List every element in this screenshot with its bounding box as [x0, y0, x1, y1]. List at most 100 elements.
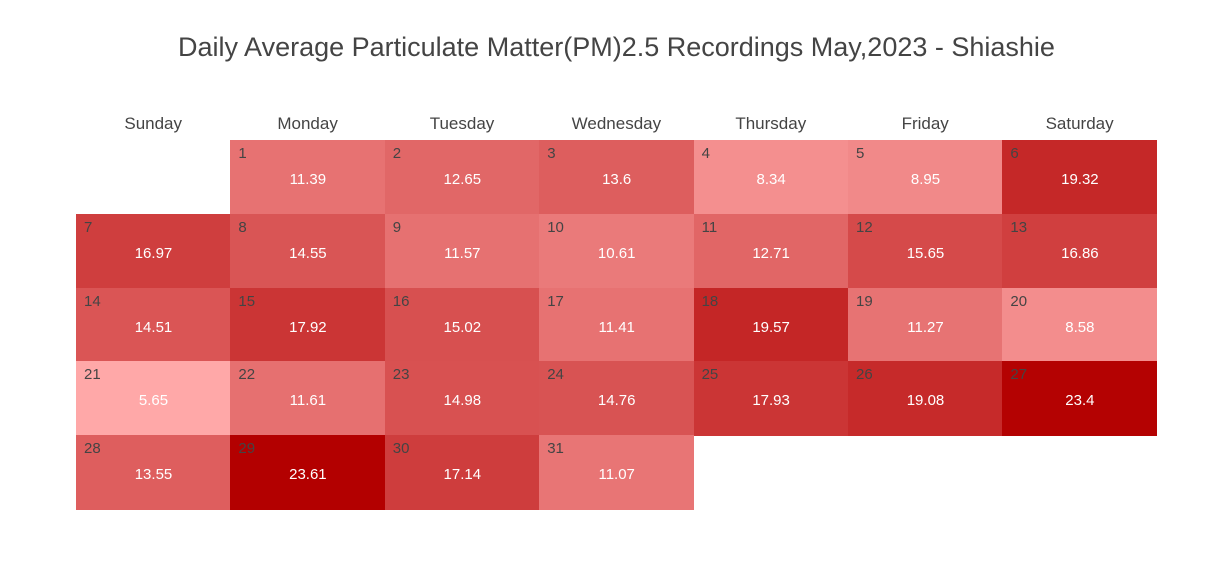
day-value-label: 19.08 [906, 392, 945, 410]
day-value-label: 11.61 [289, 392, 327, 410]
day-number: 30 [392, 440, 410, 458]
day-value-label: 17.14 [443, 466, 482, 484]
day-cell: 25 17.93 [693, 361, 849, 436]
day-number: 16 [392, 292, 410, 310]
day-number: 20 [1010, 292, 1028, 310]
day-value-label: 14.51 [134, 318, 173, 336]
day-number: 8 [238, 218, 247, 236]
weekday-label-friday: Friday [901, 114, 949, 133]
day-number: 9 [392, 218, 402, 236]
day-cell: 3 13.6 [539, 140, 695, 215]
day-value-label: 14.98 [443, 392, 482, 410]
day-value-label: 17.93 [752, 392, 790, 410]
day-cell: 9 11.57 [384, 213, 540, 289]
day-number: 10 [547, 218, 564, 236]
day-cell: 1 11.39 [230, 140, 386, 215]
day-cell: 21 5.65 [76, 361, 231, 436]
day-cell: 13 16.86 [1002, 213, 1158, 289]
day-number: 22 [238, 366, 256, 384]
day-value-label: 11.27 [907, 318, 944, 336]
day-cell: 4 8.34 [693, 140, 849, 215]
day-cell: 24 14.76 [539, 361, 695, 436]
day-number: 3 [547, 145, 556, 162]
day-cell: 29 23.61 [230, 435, 386, 510]
weekday-label-monday: Monday [277, 114, 338, 133]
day-cell: 11 12.71 [693, 213, 849, 289]
day-value-label: 12.71 [752, 244, 790, 262]
day-number: 6 [1010, 145, 1019, 162]
day-cell: 19 11.27 [848, 287, 1003, 362]
day-number: 2 [392, 145, 402, 162]
day-value-label: 23.61 [289, 466, 327, 484]
weekday-label-sunday: Sunday [124, 114, 183, 133]
day-number: 11 [701, 218, 718, 236]
day-number: 7 [84, 218, 93, 236]
day-cell: 2 12.65 [384, 140, 540, 215]
day-cell: 23 14.98 [384, 361, 540, 436]
day-number: 5 [856, 145, 865, 162]
day-value-label: 12.65 [443, 171, 482, 188]
day-value-label: 11.57 [444, 244, 481, 262]
day-cell: 31 11.07 [539, 435, 695, 510]
weekday-label-tuesday: Tuesday [429, 114, 495, 133]
day-number: 14 [84, 292, 101, 310]
day-cell: 7 16.97 [76, 213, 231, 289]
weekday-label-thursday: Thursday [735, 114, 807, 133]
day-value-label: 14.76 [597, 392, 636, 410]
chart-title: Daily Average Particulate Matter(PM)2.5 … [178, 32, 1055, 62]
day-number: 25 [701, 366, 719, 384]
day-value-label: 17.92 [289, 318, 327, 336]
day-value-label: 14.55 [289, 244, 327, 262]
day-number: 27 [1010, 366, 1028, 384]
day-cell: 17 11.41 [539, 287, 695, 362]
day-value-label: 8.58 [1065, 318, 1095, 336]
day-cell: 6 19.32 [1002, 140, 1158, 215]
day-value-label: 5.65 [138, 392, 169, 410]
day-value-label: 11.07 [598, 466, 635, 484]
day-cell: 22 11.61 [230, 361, 386, 436]
day-number: 18 [701, 292, 719, 310]
day-number: 15 [238, 292, 256, 310]
day-cell: 18 19.57 [693, 287, 849, 362]
day-cell: 30 17.14 [384, 435, 540, 510]
day-cell: 20 8.58 [1002, 287, 1158, 362]
day-number: 12 [856, 218, 873, 236]
day-number: 26 [856, 366, 873, 384]
day-value-label: 19.57 [752, 318, 790, 336]
day-number: 17 [547, 292, 564, 310]
day-value-label: 16.97 [134, 244, 173, 262]
day-number: 19 [856, 292, 873, 310]
day-number: 23 [392, 366, 410, 384]
day-cell: 14 14.51 [76, 287, 231, 362]
day-number: 1 [238, 145, 247, 162]
day-cell: 5 8.95 [848, 140, 1003, 215]
day-number: 31 [547, 440, 564, 458]
day-value-label: 16.86 [1061, 244, 1099, 262]
day-number: 13 [1010, 218, 1028, 236]
day-value-label: 10.61 [597, 244, 636, 262]
day-number: 28 [84, 440, 101, 458]
day-number: 4 [701, 145, 710, 162]
day-value-label: 13.55 [134, 466, 173, 484]
day-cell: 12 15.65 [848, 213, 1003, 289]
day-value-label: 13.6 [602, 171, 632, 188]
day-number: 29 [238, 440, 256, 458]
weekday-label-wednesday: Wednesday [571, 114, 662, 133]
day-cell: 28 13.55 [76, 435, 231, 510]
day-value-label: 11.39 [289, 171, 327, 188]
day-cell: 10 10.61 [539, 213, 695, 289]
day-value-label: 11.41 [598, 318, 635, 336]
day-cell: 27 23.4 [1002, 361, 1158, 436]
day-value-label: 23.4 [1065, 392, 1095, 410]
day-cell: 26 19.08 [848, 361, 1003, 436]
day-number: 24 [547, 366, 564, 384]
day-number: 21 [84, 366, 101, 384]
day-value-label: 15.65 [906, 244, 945, 262]
day-cell: 16 15.02 [384, 287, 540, 362]
day-value-label: 19.32 [1061, 171, 1099, 188]
day-value-label: 8.34 [756, 171, 786, 188]
day-value-label: 15.02 [443, 318, 482, 336]
day-cell: 15 17.92 [230, 287, 386, 362]
day-cell: 8 14.55 [230, 213, 386, 289]
